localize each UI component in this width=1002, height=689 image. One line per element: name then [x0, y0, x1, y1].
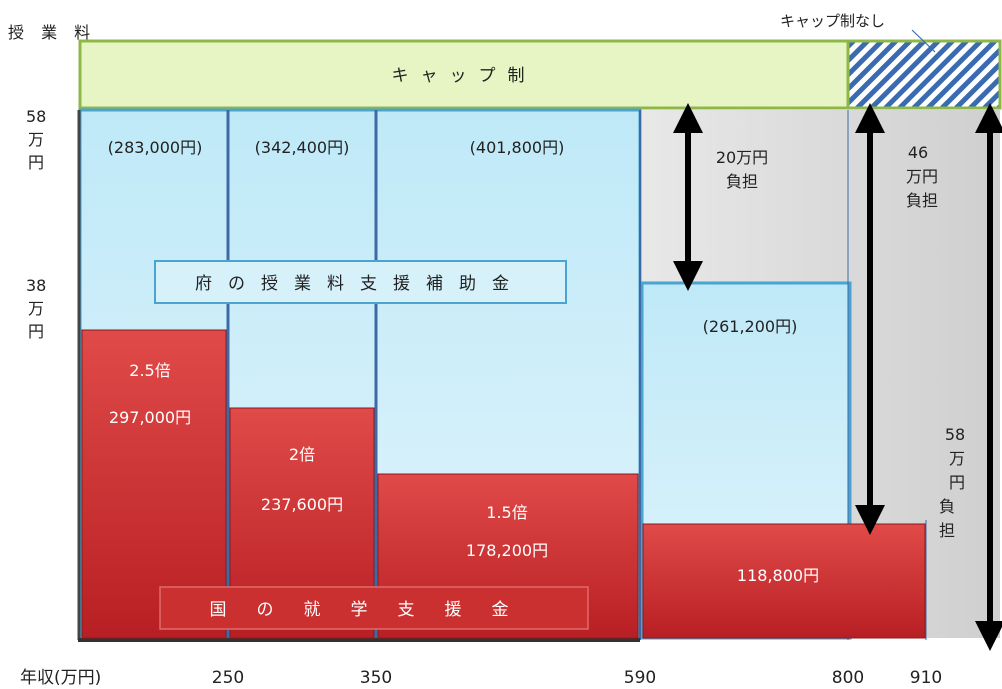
national-label-0-250: 297,000円 [109, 408, 191, 427]
burden-46man-unit: 万円 [906, 167, 938, 186]
x-tick-590: 590 [624, 668, 656, 688]
y-tick-58-en: 円 [28, 153, 44, 172]
cap-bar [78, 39, 850, 110]
burden-58man-en: 円 [949, 473, 965, 492]
y-tick-58-man: 万 [28, 130, 44, 149]
x-tick-800: 800 [832, 668, 864, 688]
burden-label-58man: 58 万 円 負 担 [939, 425, 965, 540]
multiplier-0-250: 2.5倍 [129, 361, 170, 380]
burden-58man-man: 万 [949, 449, 965, 468]
burden-46man-number: 46 [908, 143, 928, 162]
prefecture-label-590-800: (261,200円) [703, 317, 798, 336]
burden-20man-amount: 20万円 [716, 148, 768, 167]
no-cap-label: キャップ制なし [780, 12, 885, 30]
y-tick-38-number: 38 [26, 276, 46, 295]
no-cap-box [846, 39, 1002, 110]
x-tick-250: 250 [212, 668, 244, 688]
multiplier-250-350: 2倍 [289, 445, 315, 464]
y-tick-58-number: 58 [26, 107, 46, 126]
y-tick-38: 38 万 円 [26, 276, 46, 341]
y-tick-38-man: 万 [28, 299, 44, 318]
burden-46man-word: 負担 [906, 191, 938, 210]
burden-label-20man: 20万円 負担 [716, 148, 768, 191]
national-label-590-910: 118,800円 [737, 566, 819, 585]
burden-20man-word: 負担 [726, 172, 758, 191]
national-label-250-350: 237,600円 [261, 495, 343, 514]
legend-prefecture-box [154, 260, 567, 304]
burden-58man-number: 58 [945, 425, 965, 444]
x-tick-910: 910 [910, 668, 942, 688]
x-tick-350: 350 [360, 668, 392, 688]
national-label-350-590: 178,200円 [466, 541, 548, 560]
legend-national-label: 国の就学支援金 [210, 600, 539, 620]
multiplier-350-590: 1.5倍 [486, 503, 527, 522]
national-bar-590-910 [642, 523, 926, 639]
burden-58man-tan: 担 [939, 521, 955, 540]
burden-label-46man: 46 万円 負担 [906, 143, 938, 210]
prefecture-label-0-250: (283,000円) [108, 138, 203, 157]
legend-national-box [159, 586, 589, 630]
y-tick-38-en: 円 [28, 322, 44, 341]
prefecture-label-250-350: (342,400円) [255, 138, 350, 157]
cap-bar-label: キャップ制 [392, 66, 537, 86]
y-axis-title: 授 業 料 [8, 23, 96, 42]
legend-prefecture-label: 府の授業料支援補助金 [195, 274, 525, 294]
burden-58man-fu: 負 [939, 497, 955, 516]
prefecture-label-350-590: (401,800円) [470, 138, 565, 157]
y-tick-58: 58 万 円 [26, 107, 46, 172]
no-cap-pointer [911, 29, 936, 53]
x-axis-title: 年収(万円) [20, 668, 101, 688]
